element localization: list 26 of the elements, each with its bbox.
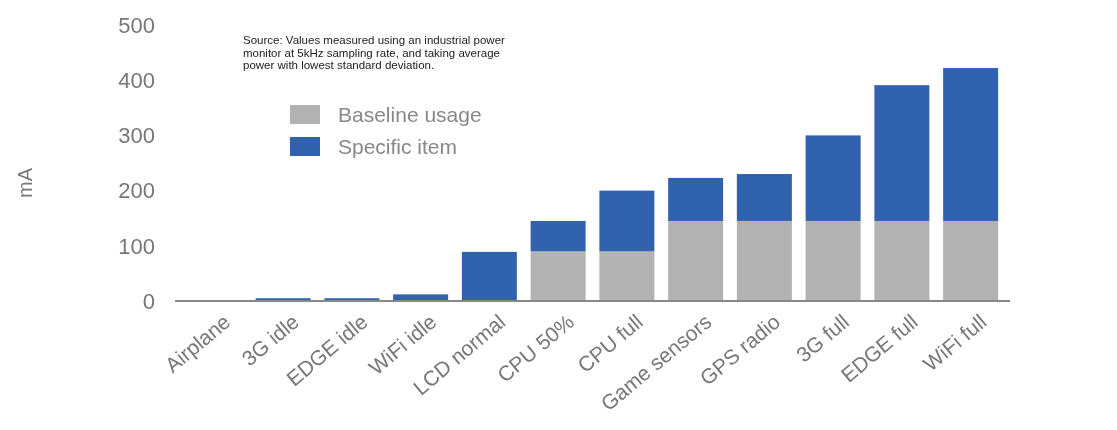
y-tick-label: 100	[118, 233, 155, 259]
y-tick-label: 500	[118, 12, 155, 38]
legend-label: Baseline usage	[338, 103, 482, 127]
bar	[461, 251, 517, 301]
bar	[530, 251, 586, 301]
bar	[668, 177, 724, 221]
bar	[874, 220, 930, 301]
bar	[943, 68, 999, 221]
bar	[393, 294, 449, 301]
bar	[736, 220, 792, 301]
bar	[805, 135, 861, 221]
y-tick-label: 400	[118, 67, 155, 93]
bar	[736, 174, 792, 221]
annotation: Source: Values measured using an industrial power monitor at 5kHz sampling rate, and taking average power with lowest standard deviation.	[243, 34, 506, 71]
bar	[874, 85, 930, 221]
bar	[668, 220, 724, 301]
bar	[599, 251, 655, 301]
y-tick-label: 300	[118, 123, 155, 149]
bar	[530, 220, 586, 252]
y-axis-title: mA	[14, 167, 36, 198]
bar	[943, 220, 999, 301]
bar	[599, 190, 655, 252]
y-tick-label: 200	[118, 178, 155, 204]
y-tick-label: 0	[142, 288, 155, 314]
bar	[805, 220, 861, 301]
legend-label: Specific item	[338, 135, 458, 159]
